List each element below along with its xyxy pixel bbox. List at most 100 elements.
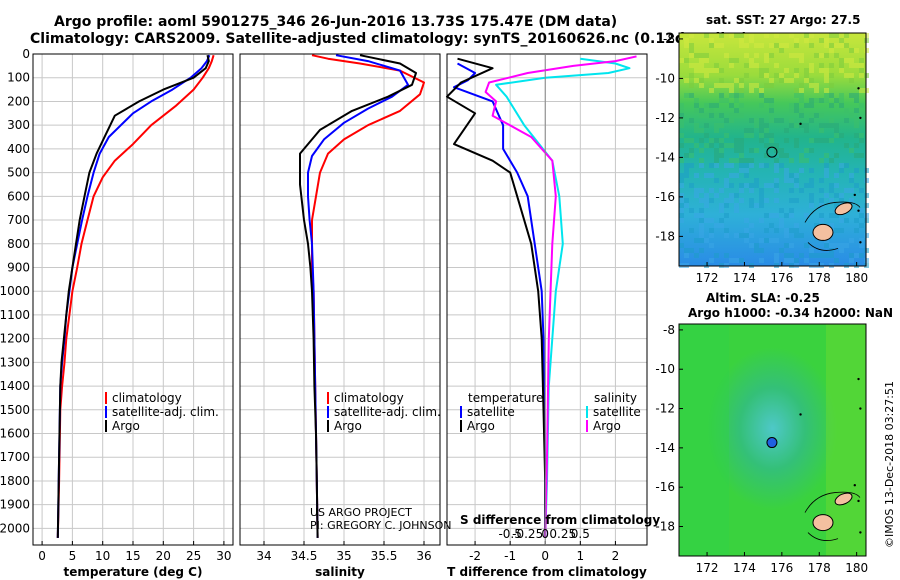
lat-tick-label: -12 <box>655 111 675 125</box>
sst-map-title: sat. SST: 27 Argo: 27.5 <box>706 13 860 27</box>
sst-pixel <box>709 88 714 93</box>
depth-tick-label: 800 <box>7 237 30 251</box>
plot-frame <box>446 53 648 546</box>
sst-pixel <box>689 118 694 123</box>
sst-pixel <box>694 253 699 258</box>
sst-pixel <box>734 98 739 103</box>
depth-tick-label: 1700 <box>0 450 30 464</box>
sst-pixel <box>749 158 754 163</box>
sst-pixel <box>749 83 754 88</box>
sst-pixel <box>784 228 789 233</box>
sst-pixel <box>774 43 779 48</box>
sst-pixel <box>714 253 719 258</box>
sst-pixel <box>794 38 799 43</box>
sst-pixel <box>779 248 784 253</box>
sst-pixel <box>699 58 704 63</box>
sst-pixel <box>684 163 689 168</box>
sst-pixel <box>724 203 729 208</box>
sst-pixel <box>819 178 824 183</box>
sst-pixel <box>754 183 759 188</box>
sst-pixel <box>729 88 734 93</box>
series-line-argo <box>299 54 417 538</box>
sst-pixel <box>709 258 714 263</box>
legend-satellite-label: satellite-adj. clim. <box>112 405 219 419</box>
sst-pixel <box>704 133 709 138</box>
sst-pixel <box>684 58 689 63</box>
small-island <box>857 87 860 90</box>
small-island <box>859 407 862 410</box>
imos-timestamp: ©IMOS 13-Dec-2018 03:27:51 <box>883 381 896 548</box>
sst-pixel <box>744 43 749 48</box>
lat-tick-label: -16 <box>655 190 675 204</box>
sst-pixel <box>819 53 824 58</box>
sst-pixel <box>784 68 789 73</box>
sst-pixel <box>824 153 829 158</box>
x-tick-label: 35.5 <box>371 549 398 563</box>
sst-pixel <box>729 173 734 178</box>
sst-pixel <box>824 93 829 98</box>
sst-pixel <box>849 188 854 193</box>
sst-pixel <box>819 188 824 193</box>
sst-pixel <box>719 43 724 48</box>
sst-pixel <box>719 83 724 88</box>
sst-pixel <box>694 128 699 133</box>
project-credit: US ARGO PROJECT <box>310 506 412 519</box>
sst-pixel <box>684 93 689 98</box>
sst-pixel <box>814 88 819 93</box>
sst-pixel <box>734 208 739 213</box>
sst-pixel <box>859 63 864 68</box>
x-tick-label: 30 <box>216 549 231 563</box>
sst-pixel <box>689 148 694 153</box>
sst-pixel <box>834 53 839 58</box>
sst-pixel <box>689 248 694 253</box>
sla-map-title-1: Altim. SLA: -0.25 <box>706 291 820 305</box>
sst-pixel <box>719 223 724 228</box>
sst-pixel <box>769 138 774 143</box>
sst-pixel <box>699 128 704 133</box>
sst-pixel <box>754 43 759 48</box>
sst-pixel <box>824 78 829 83</box>
sst-pixel <box>834 133 839 138</box>
sst-pixel <box>859 153 864 158</box>
sst-pixel <box>809 138 814 143</box>
sst-pixel <box>784 243 789 248</box>
sst-pixel <box>849 58 854 63</box>
sst-pixel <box>804 183 809 188</box>
sst-pixel <box>854 118 859 123</box>
sst-pixel <box>724 118 729 123</box>
sst-pixel <box>824 163 829 168</box>
sst-pixel <box>749 88 754 93</box>
lat-tick-label: -12 <box>655 402 675 416</box>
sst-pixel <box>829 48 834 53</box>
sst-pixel <box>759 193 764 198</box>
sst-pixel <box>679 158 684 163</box>
sst-pixel <box>804 73 809 78</box>
x-tick-label: 35 <box>336 549 351 563</box>
sst-pixel <box>789 78 794 83</box>
sst-pixel <box>824 253 829 258</box>
sst-pixel <box>739 78 744 83</box>
sst-pixel <box>679 203 684 208</box>
sst-pixel <box>794 53 799 58</box>
sst-pixel <box>699 68 704 73</box>
sst-pixel <box>819 203 824 208</box>
lon-tick-label: 172 <box>696 561 719 575</box>
sst-pixel <box>849 73 854 78</box>
sst-pixel <box>859 103 864 108</box>
sst-pixel <box>789 243 794 248</box>
lon-tick-label: 172 <box>696 271 719 285</box>
x-axis-label: salinity <box>315 565 365 579</box>
sst-pixel <box>679 143 684 148</box>
sst-pixel <box>709 68 714 73</box>
sst-pixel <box>799 158 804 163</box>
plot-frame <box>239 53 441 546</box>
sst-pixel <box>809 148 814 153</box>
sst-pixel <box>809 178 814 183</box>
sst-pixel <box>734 58 739 63</box>
legend-argo-label: Argo <box>334 419 362 433</box>
sst-pixel <box>774 213 779 218</box>
sst-pixel <box>849 48 854 53</box>
sst-pixel <box>789 208 794 213</box>
sst-pixel <box>804 213 809 218</box>
sst-pixel <box>704 103 709 108</box>
